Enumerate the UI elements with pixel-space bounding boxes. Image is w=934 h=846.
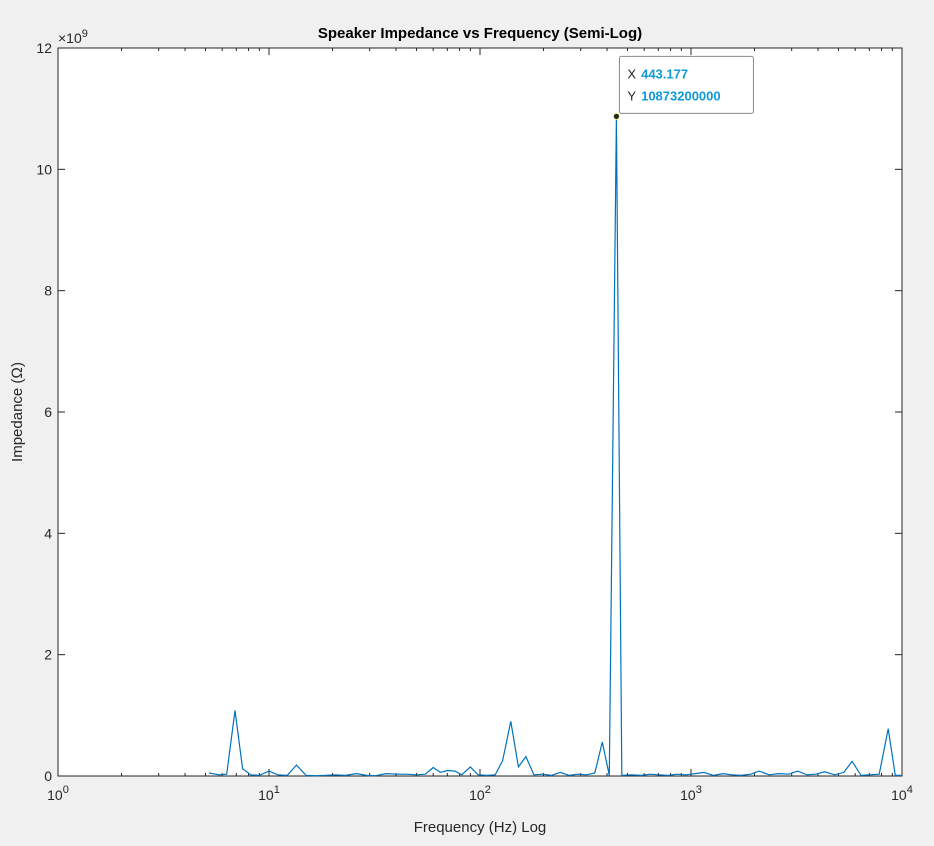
plot-area[interactable] <box>57 47 903 777</box>
datatip[interactable]: X 443.177 Y 10873200000 <box>618 55 754 114</box>
datatip-marker[interactable] <box>613 112 620 120</box>
x-axis: 100 101 102 103 104 <box>47 48 913 803</box>
datatip-y: Y 10873200000 <box>627 88 720 103</box>
y-exponent: ×109 <box>58 28 88 46</box>
y-exponent-base: ×10 <box>58 30 82 46</box>
x-tick-label: 103 <box>680 784 702 803</box>
y-tick-label: 12 <box>36 40 52 56</box>
y-tick-label: 6 <box>44 404 52 420</box>
y-tick-label: 10 <box>36 161 52 177</box>
y-tick-label: 4 <box>44 525 52 541</box>
datatip-box <box>618 55 754 114</box>
x-tick-label: 101 <box>258 784 280 803</box>
y-tick-label: 8 <box>44 283 52 299</box>
y-tick-label: 0 <box>44 768 52 784</box>
x-tick-label: 100 <box>47 784 69 803</box>
datatip-x: X 443.177 <box>627 66 688 81</box>
chart-title: Speaker Impedance vs Frequency (Semi-Log… <box>318 25 642 42</box>
y-tick-label: 2 <box>44 647 52 663</box>
y-axis-label: Impedance (Ω) <box>9 362 26 462</box>
x-tick-label: 102 <box>469 784 491 803</box>
y-exponent-power: 9 <box>82 28 88 40</box>
y-axis: 0 2 4 6 8 10 12 <box>36 40 902 784</box>
x-axis-label: Frequency (Hz) Log <box>414 819 547 836</box>
series-line[interactable] <box>208 116 902 777</box>
x-tick-label: 104 <box>891 784 913 803</box>
svg-text:×109: ×109 <box>58 28 88 46</box>
